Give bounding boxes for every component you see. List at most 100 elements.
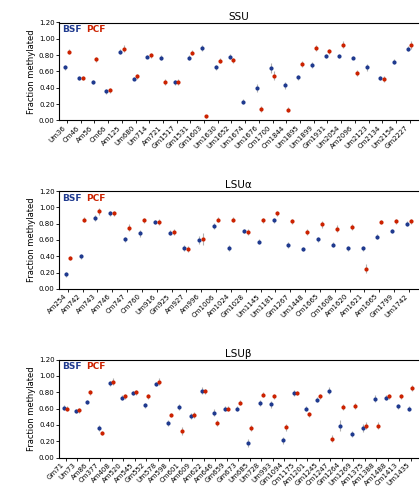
Point — [152, 218, 158, 226]
Point — [349, 430, 355, 438]
Point — [155, 218, 162, 226]
Point — [260, 390, 266, 398]
Point — [107, 209, 114, 217]
Point — [353, 69, 360, 77]
Point — [170, 228, 177, 236]
Point — [134, 72, 141, 80]
Point — [213, 419, 220, 427]
Point — [309, 61, 315, 69]
Point — [171, 78, 178, 86]
Point — [289, 217, 296, 225]
Point — [66, 48, 72, 56]
Point — [84, 398, 91, 406]
Point — [107, 379, 113, 387]
Point — [107, 86, 113, 94]
Point — [89, 78, 96, 86]
Point — [322, 52, 329, 60]
Point — [257, 399, 263, 407]
Point — [409, 384, 416, 392]
Point — [374, 232, 381, 240]
Point — [315, 235, 321, 243]
Point — [190, 411, 197, 419]
Point — [126, 224, 132, 232]
Point — [300, 245, 307, 253]
Text: PCF: PCF — [86, 362, 105, 372]
Point — [268, 64, 274, 72]
Point — [199, 44, 206, 52]
Point — [140, 216, 147, 224]
Point — [62, 64, 68, 72]
Point — [383, 394, 390, 402]
Point — [363, 264, 370, 272]
Point — [304, 228, 310, 236]
Point — [372, 394, 378, 402]
Point — [175, 78, 182, 86]
Point — [344, 244, 351, 252]
Point — [398, 392, 404, 400]
Point — [326, 386, 332, 394]
Point — [352, 402, 358, 410]
Point — [404, 220, 410, 228]
Point — [241, 227, 247, 235]
Point — [142, 401, 148, 409]
Point — [87, 388, 94, 396]
Point — [168, 411, 174, 419]
Point — [336, 52, 343, 60]
Point — [166, 228, 173, 236]
Point — [95, 424, 102, 432]
Point — [395, 402, 402, 410]
Point — [393, 217, 399, 225]
Point — [153, 380, 160, 388]
Point — [270, 216, 277, 224]
Point — [255, 238, 262, 246]
Point — [317, 392, 324, 400]
Point — [283, 424, 289, 432]
Point — [121, 392, 128, 400]
Point — [136, 230, 143, 237]
Y-axis label: Fraction methylated: Fraction methylated — [27, 366, 36, 451]
Point — [144, 392, 151, 400]
Point — [130, 389, 136, 397]
Point — [363, 422, 370, 430]
Point — [61, 404, 68, 411]
Point — [280, 436, 286, 444]
Point — [176, 403, 183, 411]
Point — [66, 254, 73, 262]
Text: PCF: PCF — [86, 194, 105, 203]
Point — [75, 406, 82, 414]
Point — [257, 105, 264, 113]
Point — [337, 422, 344, 430]
Point — [213, 64, 219, 72]
Title: SSU: SSU — [228, 12, 249, 22]
Point — [330, 241, 336, 249]
Point — [165, 419, 171, 427]
Text: PCF: PCF — [86, 26, 105, 35]
Point — [312, 44, 319, 52]
Point — [96, 208, 102, 216]
Text: BSF: BSF — [63, 26, 82, 35]
Point — [148, 51, 155, 59]
Point — [268, 400, 275, 408]
Y-axis label: Fraction methylated: Fraction methylated — [27, 198, 36, 282]
Y-axis label: Fraction methylated: Fraction methylated — [27, 29, 36, 114]
Point — [156, 378, 163, 386]
Point — [181, 244, 188, 252]
Point — [291, 389, 298, 397]
Point — [92, 214, 99, 222]
Title: LSUα: LSUα — [225, 180, 252, 190]
Point — [295, 73, 302, 81]
Point — [350, 54, 357, 62]
Point — [404, 44, 411, 52]
Point — [245, 439, 252, 447]
Point — [196, 236, 203, 244]
Point — [408, 42, 415, 50]
Point — [133, 388, 139, 396]
Text: BSF: BSF — [63, 362, 82, 372]
Point — [386, 392, 393, 400]
Point — [120, 44, 127, 52]
Point — [230, 56, 236, 64]
Point — [244, 228, 251, 236]
Text: BSF: BSF — [63, 194, 82, 203]
Point — [294, 389, 301, 397]
Point — [131, 75, 137, 83]
